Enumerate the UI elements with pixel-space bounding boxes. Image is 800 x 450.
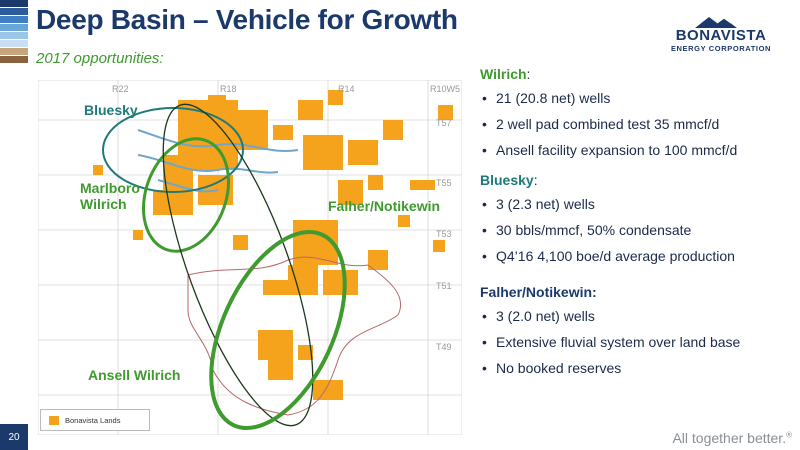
section-heading-wilrich: Wilrich: [480, 66, 531, 82]
mountain-icon [695, 17, 737, 28]
township-label: T55 [436, 178, 452, 188]
land-map: R22 R18 R14 R10W5 T57 T55 T53 T51 T49 Bl… [37, 79, 463, 436]
ansell-outline [209, 230, 347, 430]
section-heading-bluesky: Bluesky: [480, 172, 538, 188]
legend-swatch [49, 415, 59, 425]
list-item: 21 (20.8 net) wells [480, 90, 790, 106]
marlboro-outline [141, 137, 231, 253]
area-label-ansell: Ansell Wilrich [88, 367, 181, 383]
map-canvas [37, 79, 463, 436]
legend-label: Bonavista Lands [65, 415, 121, 425]
list-item: Q4’16 4,100 boe/d average production [480, 248, 790, 264]
township-label: T57 [436, 118, 452, 128]
falher-outline [162, 103, 314, 427]
list-item: 3 (2.0 net) wells [480, 308, 790, 324]
bluesky-outline [102, 107, 244, 193]
section-heading-falher: Falher/Notikewin: [480, 284, 597, 300]
map-legend: Bonavista Lands [40, 409, 150, 431]
township-label: T53 [436, 229, 452, 239]
range-label: R18 [220, 84, 237, 94]
logo-subtitle: ENERGY CORPORATION [670, 44, 772, 53]
area-label-falher: Falher/Notikewin [328, 198, 441, 214]
township-label: T51 [436, 281, 452, 291]
list-item: 2 well pad combined test 35 mmcf/d [480, 116, 790, 132]
list-item: 3 (2.3 net) wells [480, 196, 790, 212]
list-item: No booked reserves [480, 360, 790, 376]
township-label: T49 [436, 342, 452, 352]
range-label: R22 [112, 84, 129, 94]
page-subtitle: 2017 opportunities: [36, 50, 164, 67]
page-number: 20 [0, 424, 28, 450]
opportunities-panel: Wilrich: 21 (20.8 net) wells 2 well pad … [480, 66, 790, 376]
area-label-marlboro: Marlboro Wilrich [80, 180, 140, 212]
range-label: R14 [338, 84, 355, 94]
area-label-bluesky: Bluesky [84, 102, 138, 118]
range-label: R10W5 [430, 84, 461, 94]
tagline: All together better.® [672, 430, 792, 446]
list-item: Ansell facility expansion to 100 mmcf/d [480, 142, 790, 158]
list-item: 30 bbls/mmcf, 50% condensate [480, 222, 790, 238]
logo-name: BONAVISTA [675, 27, 767, 44]
page-title: Deep Basin – Vehicle for Growth [36, 4, 458, 35]
decorative-stripes [0, 0, 28, 70]
list-item: Extensive fluvial system over land base [480, 334, 790, 350]
company-logo: BONAVISTA ENERGY CORPORATION [666, 14, 776, 53]
